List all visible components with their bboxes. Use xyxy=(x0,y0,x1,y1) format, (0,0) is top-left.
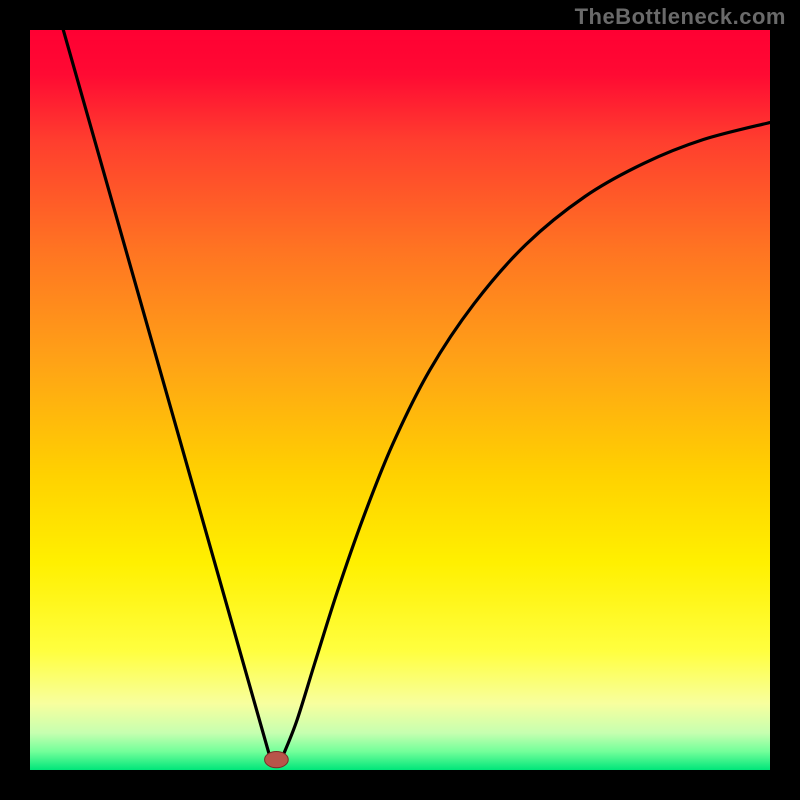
plot-frame xyxy=(30,30,770,770)
chart-container: TheBottleneck.com xyxy=(0,0,800,800)
gradient-background xyxy=(30,30,770,770)
minimum-marker xyxy=(265,752,289,768)
watermark-text: TheBottleneck.com xyxy=(575,4,786,30)
plot-svg xyxy=(30,30,770,770)
